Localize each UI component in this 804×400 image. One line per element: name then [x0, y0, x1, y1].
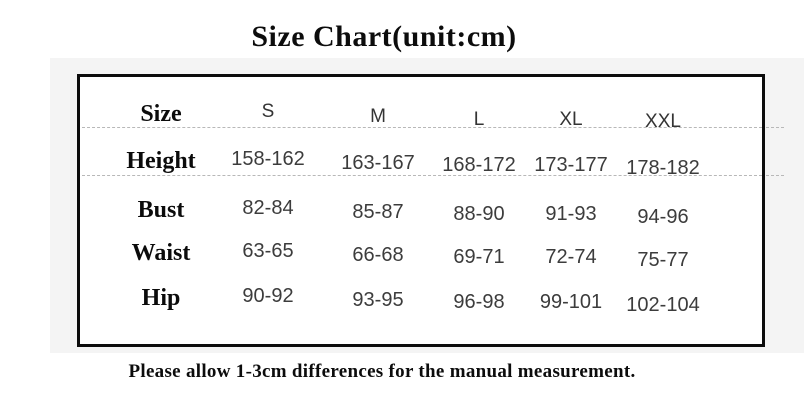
- row-label: Waist: [131, 240, 191, 266]
- header-col-xl: XL: [559, 109, 583, 130]
- header-col-m: M: [370, 106, 386, 127]
- table-cell: 93-95: [352, 289, 404, 311]
- table-cell: 96-98: [453, 291, 505, 313]
- height-divider-dashed-line: [82, 175, 762, 176]
- table-cell: 63-65: [242, 240, 294, 262]
- table-cell: 91-93: [545, 203, 597, 225]
- table-cell: 163-167: [341, 152, 415, 174]
- table-cell: 72-74: [545, 246, 597, 268]
- table-cell: 69-71: [453, 246, 505, 268]
- table-cell: 173-177: [534, 154, 608, 176]
- table-cell: 82-84: [242, 197, 294, 219]
- header-col-l: L: [473, 109, 485, 130]
- table-cell: 102-104: [626, 294, 700, 316]
- row-label: Hip: [141, 285, 181, 311]
- table-cell: 168-172: [442, 154, 516, 176]
- size-chart-table: Size S M L XL XXL Height 158-162 163-167…: [77, 74, 765, 347]
- row-label: Bust: [137, 197, 185, 223]
- header-size-label: Size: [140, 101, 182, 127]
- table-cell: 85-87: [352, 201, 404, 223]
- table-row-height: Height 158-162 163-167 168-172 173-177 1…: [80, 145, 762, 179]
- table-cell: 90-92: [242, 285, 294, 307]
- table-cell: 75-77: [637, 249, 689, 271]
- page-title: Size Chart(unit:cm): [251, 20, 517, 53]
- header-col-s: S: [261, 101, 275, 122]
- table-row-bust: Bust 82-84 85-87 88-90 91-93 94-96: [80, 194, 762, 228]
- table-cell: 158-162: [231, 148, 305, 170]
- measurement-note: Please allow 1-3cm differences for the m…: [128, 361, 636, 382]
- header-col-xxl: XXL: [645, 111, 681, 132]
- table-cell: 99-101: [539, 291, 603, 313]
- table-row-waist: Waist 63-65 66-68 69-71 72-74 75-77: [80, 237, 762, 271]
- table-row-hip: Hip 90-92 93-95 96-98 99-101 102-104: [80, 282, 762, 316]
- table-cell: 66-68: [352, 244, 404, 266]
- table-header-row: Size S M L XL XXL: [80, 98, 762, 132]
- table-cell: 88-90: [453, 203, 505, 225]
- header-divider-dashed-line: [82, 127, 762, 128]
- header-divider-dashed-line-overflow: [766, 127, 784, 128]
- height-divider-dashed-line-overflow: [766, 175, 784, 176]
- table-cell: 178-182: [626, 157, 700, 179]
- table-cell: 94-96: [637, 206, 689, 228]
- row-label: Height: [126, 148, 196, 174]
